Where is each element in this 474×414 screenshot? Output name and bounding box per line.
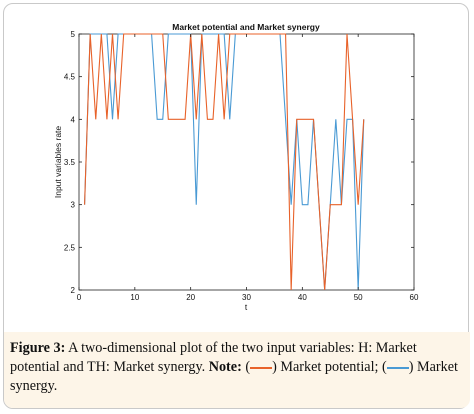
y-axis-label: Input variables rate bbox=[53, 126, 63, 199]
x-tick-label: 0 bbox=[77, 293, 82, 302]
y-tick-label: 3 bbox=[71, 201, 76, 210]
plot-axes-box bbox=[78, 33, 415, 291]
y-tick-label: 2 bbox=[71, 286, 76, 295]
x-tick-label: 60 bbox=[410, 293, 419, 302]
caption-text: A two-dimensional plot of the two input … bbox=[10, 340, 417, 375]
x-tick-label: 10 bbox=[130, 293, 139, 302]
y-tick-label: 2.5 bbox=[64, 243, 76, 252]
legend-swatch-market-synergy bbox=[386, 364, 409, 372]
y-tick-label: 4 bbox=[71, 115, 76, 124]
legend-swatch-market-potential bbox=[250, 364, 273, 372]
y-tick-label: 3.5 bbox=[64, 158, 76, 167]
caption-background bbox=[4, 332, 470, 408]
caption-open-paren: ( bbox=[245, 359, 251, 375]
x-tick-label: 50 bbox=[354, 293, 363, 302]
caption-figure-label: Figure 3: bbox=[10, 340, 66, 356]
x-tick-label: 20 bbox=[186, 293, 195, 302]
chart-title: Market potential and Market synergy bbox=[172, 22, 320, 32]
caption-note-label: Note: bbox=[208, 359, 242, 375]
caption-legend-text-1: ) Market potential; ( bbox=[272, 359, 387, 375]
figure-caption: Figure 3: A two-dimensional plot of the … bbox=[10, 339, 465, 396]
series-layer bbox=[84, 33, 365, 291]
y-tick-label: 5 bbox=[71, 30, 76, 39]
x-tick-label: 40 bbox=[298, 293, 307, 302]
line-chart: 0 10 20 30 40 50 60 2 2.5 3 3.5 4 4.5 5 Market potent… bbox=[53, 22, 419, 312]
chart-area: 0 10 20 30 40 50 60 2 2.5 3 3.5 4 4.5 5 Market potent… bbox=[53, 22, 419, 312]
series-line-market-potential bbox=[84, 33, 365, 291]
x-tick-label: 30 bbox=[242, 293, 251, 302]
ticks-layer: 0 10 20 30 40 50 60 2 2.5 3 3.5 4 4.5 5 bbox=[64, 30, 419, 302]
y-tick-label: 4.5 bbox=[64, 73, 76, 82]
x-axis-label: t bbox=[245, 302, 248, 312]
caption-legend-text-2: ) Market synergy. bbox=[10, 359, 458, 394]
